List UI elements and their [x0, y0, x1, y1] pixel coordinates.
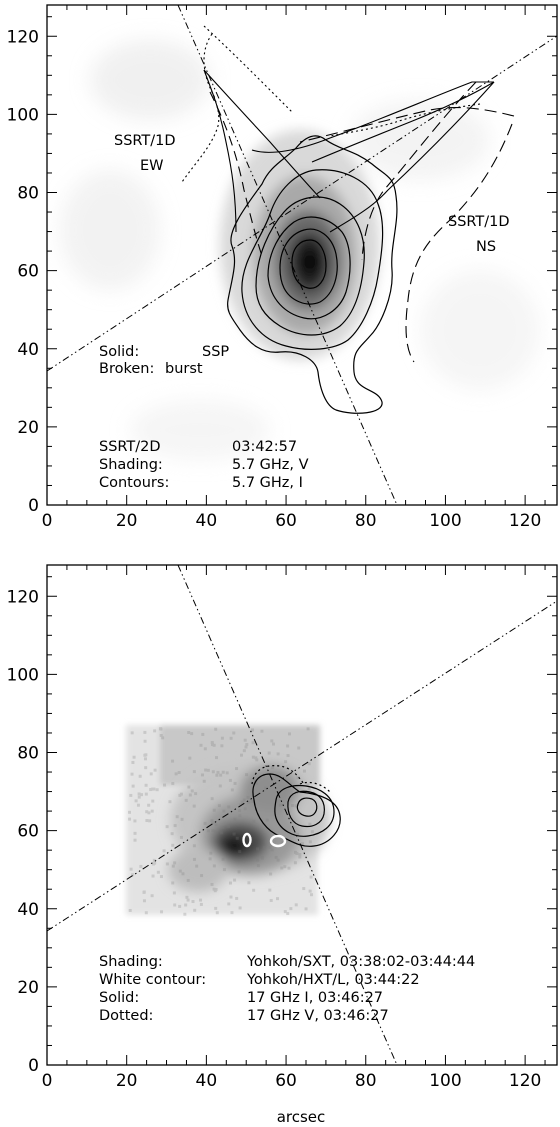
top-panel: 0 20 40 60 80 100 120 0 20 40 60 80 100 120 SSRT/1D E…: [7, 4, 558, 531]
bottom-scan-lines: [47, 565, 557, 1065]
bottom-hxt-contour-1: [242, 832, 252, 848]
bottom-i-contour-2: [274, 784, 335, 837]
top-y-tick-label: 20: [17, 418, 39, 438]
bottom-info-val-2: Yohkoh/HXT/L, 03:44:22: [246, 972, 420, 988]
top-plot-frame: [46, 4, 558, 506]
top-y-tick-label: 0: [28, 496, 39, 516]
bottom-y-tick-label: 120: [7, 587, 39, 607]
top-x-tick-label: 80: [355, 511, 377, 531]
top-info-key-1: SSRT/2D: [99, 439, 161, 455]
top-scan-lines: [47, 5, 557, 505]
bottom-x-tick-label: 60: [275, 1071, 297, 1091]
bottom-hxt-contour-2: [269, 834, 287, 848]
bottom-info-key-4: Dotted:: [99, 1008, 153, 1024]
bottom-scan-line-ew: [47, 600, 557, 932]
top-info-key-2: Shading:: [99, 457, 163, 473]
top-axes: 0 20 40 60 80 100 120 0 20 40 60 80 100 120: [7, 4, 558, 531]
top-x-tick-label: 20: [116, 511, 138, 531]
bottom-tick-labels: 0 20 40 60 80 100 120 0 20 40 60 80 100 120: [7, 587, 542, 1091]
top-contour-2: [241, 169, 384, 350]
top-scan-line-ew: [47, 35, 557, 372]
bottom-info-val-4: 17 GHz V, 03:46:27: [247, 1008, 389, 1024]
top-x-tick-label: 60: [275, 511, 297, 531]
top-ns-dashed-1: [299, 106, 515, 143]
top-legend-key-broken: Broken:: [99, 361, 154, 377]
bottom-ticks: [46, 565, 557, 1066]
top-legend-val-solid: SSP: [202, 344, 229, 360]
top-contour-4: [267, 216, 351, 320]
top-x-tick-label: 40: [196, 511, 218, 531]
bottom-info-val-1: Yohkoh/SXT, 03:38:02-03:44:44: [246, 954, 475, 970]
bottom-info-val-3: 17 GHz I, 03:46:27: [247, 990, 383, 1006]
bottom-y-tick-label: 0: [28, 1056, 39, 1076]
bottom-y-tick-label: 40: [17, 900, 39, 920]
bottom-y-tick-label: 60: [17, 822, 39, 842]
top-contour-3: [255, 196, 365, 336]
top-x-tick-label: 120: [509, 511, 541, 531]
top-ns-fan: [251, 81, 515, 363]
top-contour-5: [279, 228, 338, 305]
top-y-tick-label: 40: [17, 340, 39, 360]
top-ew-fan: [181, 25, 321, 257]
top-legend-val-broken: burst: [165, 361, 203, 377]
bottom-info-key-3: Solid:: [99, 990, 139, 1006]
bottom-i-contour-3: [287, 790, 325, 828]
top-ew-solid-2: [203, 69, 321, 199]
top-ns-solid-3: [329, 81, 495, 233]
bottom-panel: 0 20 40 60 80 100 120 0 20 40 60 80 100 120 arcsec Sh…: [7, 564, 558, 1126]
top-scan-line-ns: [177, 5, 398, 505]
bottom-y-tick-label: 100: [7, 665, 39, 685]
top-ns-dashed-2: [405, 123, 513, 363]
top-info-val-3: 5.7 GHz, I: [232, 475, 303, 491]
top-label-ns-2: NS: [476, 239, 496, 255]
bottom-x-tick-label: 80: [355, 1071, 377, 1091]
bottom-y-tick-label: 80: [17, 744, 39, 764]
top-y-tick-label: 60: [17, 262, 39, 282]
top-y-tick-label: 120: [7, 27, 39, 47]
bottom-v-contour-dotted-2: [299, 781, 331, 793]
top-info-key-3: Contours:: [99, 475, 169, 491]
bottom-x-tick-label: 20: [116, 1071, 138, 1091]
bottom-annotations: Shading: Yohkoh/SXT, 03:38:02-03:44:44 W…: [99, 954, 475, 1024]
bottom-axes: 0 20 40 60 80 100 120 0 20 40 60 80 100 120 arcsec: [7, 564, 558, 1126]
top-contour-1: [227, 135, 398, 414]
top-annotations: SSRT/1D EW SSRT/1D NS Solid: SSP Broken:…: [99, 133, 510, 491]
top-contours: [227, 135, 398, 414]
top-ew-dotted: [181, 33, 220, 183]
top-label-ew-2: EW: [140, 158, 164, 174]
bottom-info-key-1: Shading:: [99, 954, 163, 970]
top-y-tick-label: 100: [7, 105, 39, 125]
top-label-ew-1: SSRT/1D: [114, 133, 176, 149]
top-legend-key-solid: Solid:: [99, 344, 139, 360]
bottom-xlabel: arcsec: [277, 1108, 326, 1126]
bottom-x-tick-label: 120: [509, 1071, 541, 1091]
top-ns-solid-2: [311, 81, 495, 163]
top-shading: [47, 5, 557, 505]
top-ew-dashed: [209, 91, 263, 257]
top-info-val-2: 5.7 GHz, V: [232, 457, 309, 473]
top-ns-dashed-3: [361, 81, 477, 261]
bottom-x-tick-label: 0: [42, 1071, 53, 1091]
bottom-plot-frame: [46, 564, 558, 1066]
bottom-x-tick-label: 40: [196, 1071, 218, 1091]
top-info-val-1: 03:42:57: [232, 439, 297, 455]
top-ticks: [46, 5, 557, 506]
bottom-scan-line-ns: [177, 565, 398, 1065]
top-x-tick-label: 100: [429, 511, 461, 531]
top-tick-labels: 0 20 40 60 80 100 120 0 20 40 60 80 100 120: [7, 27, 542, 531]
bottom-white-contours: [242, 832, 287, 848]
top-y-tick-label: 80: [17, 184, 39, 204]
top-label-ns-1: SSRT/1D: [448, 214, 510, 230]
bottom-info-key-2: White contour:: [99, 972, 206, 988]
bottom-x-tick-label: 100: [429, 1071, 461, 1091]
top-ns-dotted: [329, 103, 481, 137]
bottom-i-contour-4: [296, 797, 318, 817]
bottom-v-contour-dotted: [251, 765, 305, 785]
top-x-tick-label: 0: [42, 511, 53, 531]
bottom-y-tick-label: 20: [17, 978, 39, 998]
